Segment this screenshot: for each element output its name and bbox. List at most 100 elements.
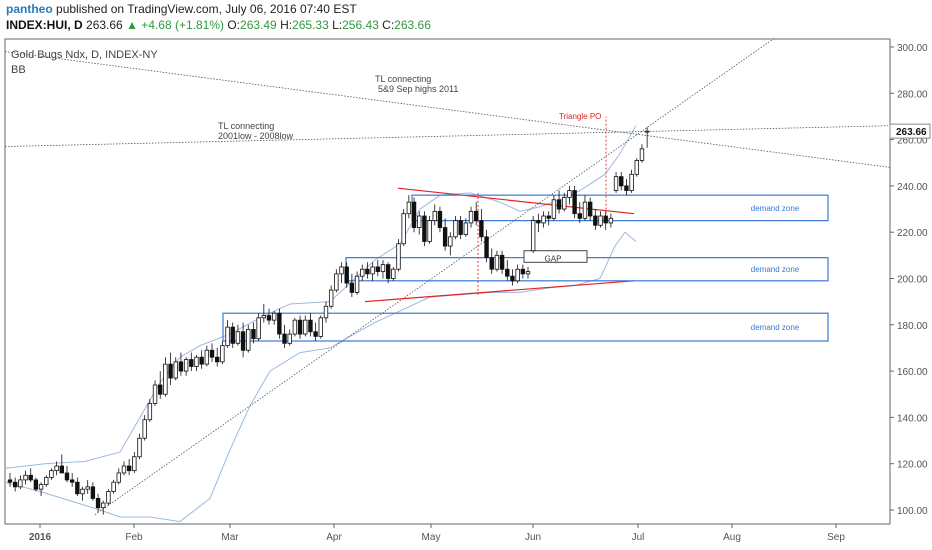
time-tick-label: 2016 xyxy=(29,532,52,543)
candle-body xyxy=(59,465,64,474)
price-axis[interactable]: 300.00 280.00 260.00 240.00 220.00 200.00 180.… xyxy=(889,43,931,517)
indicator-label: BB xyxy=(11,64,26,76)
low-label: L: xyxy=(332,18,343,32)
candle-body xyxy=(158,384,163,395)
low-value: 256.43 xyxy=(342,18,379,32)
candle-body xyxy=(44,477,49,485)
candle-body xyxy=(375,266,380,272)
annotation-tl-lows-2: 2001low - 2008low xyxy=(218,131,294,141)
author-link[interactable]: pantheo xyxy=(6,2,53,16)
candle-body xyxy=(417,215,422,228)
candle-body xyxy=(468,210,474,224)
candle-body xyxy=(28,474,33,481)
candle-body xyxy=(132,456,137,472)
publish-line: pantheo published on TradingView.com, Ju… xyxy=(6,2,357,16)
demand-zone-label: demand zone xyxy=(751,204,800,213)
candle-body xyxy=(422,215,427,242)
candle-body xyxy=(453,220,458,238)
candle-body xyxy=(126,465,132,472)
price-tick-label: 300.00 xyxy=(897,43,928,54)
symbol-info-line: INDEX:HUI, D 263.66 ▲ +4.68 (+1.81%) O:2… xyxy=(6,18,431,32)
candle-body xyxy=(277,312,282,335)
candle-body xyxy=(33,479,39,490)
candle-body xyxy=(168,363,173,379)
candlesticks xyxy=(7,127,650,515)
candle-body xyxy=(199,356,204,365)
price-chart[interactable]: demand zone demand zone demand zone GAP TL … xyxy=(0,38,932,550)
price-tick-label: 160.00 xyxy=(897,367,928,378)
candle-body xyxy=(603,215,608,224)
candle-body xyxy=(54,465,59,472)
candle-body xyxy=(318,317,323,337)
candle-body xyxy=(489,257,494,270)
candle-body xyxy=(448,236,453,247)
candle-body xyxy=(235,331,241,344)
demand-zone-box xyxy=(222,312,829,342)
candle-body xyxy=(142,419,147,439)
price-tick-label: 240.00 xyxy=(897,182,928,193)
candle-body xyxy=(598,215,603,226)
candle-body xyxy=(494,254,500,270)
candle-body xyxy=(261,315,267,319)
price-tick-label: 280.00 xyxy=(897,89,928,100)
candle-body xyxy=(147,403,153,421)
candle-body xyxy=(624,185,629,191)
candle-body xyxy=(644,130,650,133)
price-tick-label: 260.00 xyxy=(897,136,928,147)
candle-body xyxy=(137,437,142,458)
candle-body xyxy=(204,349,210,365)
time-axis[interactable]: 2016 Feb Mar Apr May Jun Jul Aug Sep xyxy=(29,524,845,543)
candle-body xyxy=(69,479,75,483)
time-tick-label: Feb xyxy=(125,532,143,543)
publish-info: published on TradingView.com, July 06, 2… xyxy=(56,2,357,16)
candle-body xyxy=(530,220,536,252)
candle-body xyxy=(266,315,272,321)
high-label: H: xyxy=(280,18,293,32)
last-price: 263.66 xyxy=(86,18,123,32)
demand-zone-label: demand zone xyxy=(751,323,800,332)
candle-body xyxy=(313,331,318,337)
candle-body xyxy=(23,474,28,481)
price-change: ▲ +4.68 (+1.81%) xyxy=(126,18,224,32)
rising-support-line xyxy=(94,38,776,515)
candle-body xyxy=(556,199,562,210)
candle-body xyxy=(484,236,489,259)
candle-body xyxy=(499,254,505,270)
candle-body xyxy=(567,190,572,198)
annotation-tl-sep-highs-2: 5&9 Sep highs 2011 xyxy=(378,84,458,94)
candle-body xyxy=(12,481,18,488)
candle-body xyxy=(613,176,619,191)
candle-body xyxy=(525,271,531,275)
candle-body xyxy=(479,220,484,238)
time-tick-label: Aug xyxy=(723,532,741,543)
candle-body xyxy=(608,217,614,224)
candle-body xyxy=(593,215,598,226)
candle-body xyxy=(634,160,639,175)
time-tick-label: Mar xyxy=(221,532,239,543)
candle-body xyxy=(230,326,235,344)
candle-body xyxy=(473,210,479,222)
time-tick-label: Sep xyxy=(827,532,845,543)
candle-body xyxy=(541,215,546,224)
candle-body xyxy=(344,266,349,284)
candle-body xyxy=(365,268,370,275)
price-tick-label: 200.00 xyxy=(897,275,928,286)
trend-lines xyxy=(4,38,891,515)
price-tick-label: 180.00 xyxy=(897,321,928,332)
price-tick-label: 120.00 xyxy=(897,460,928,471)
candle-body xyxy=(116,472,121,483)
candle-body xyxy=(297,319,303,335)
plot-area[interactable] xyxy=(4,38,891,525)
candle-body xyxy=(354,275,360,293)
candle-body xyxy=(209,349,215,358)
time-tick-label: Jun xyxy=(525,532,541,543)
candle-body xyxy=(121,465,127,474)
candle-body xyxy=(396,243,401,270)
time-tick-label: Jul xyxy=(632,532,645,543)
candle-body xyxy=(328,289,334,307)
candle-body xyxy=(406,201,412,215)
candle-body xyxy=(85,486,90,490)
close-value: 263.66 xyxy=(394,18,431,32)
close-label: C: xyxy=(382,18,395,32)
